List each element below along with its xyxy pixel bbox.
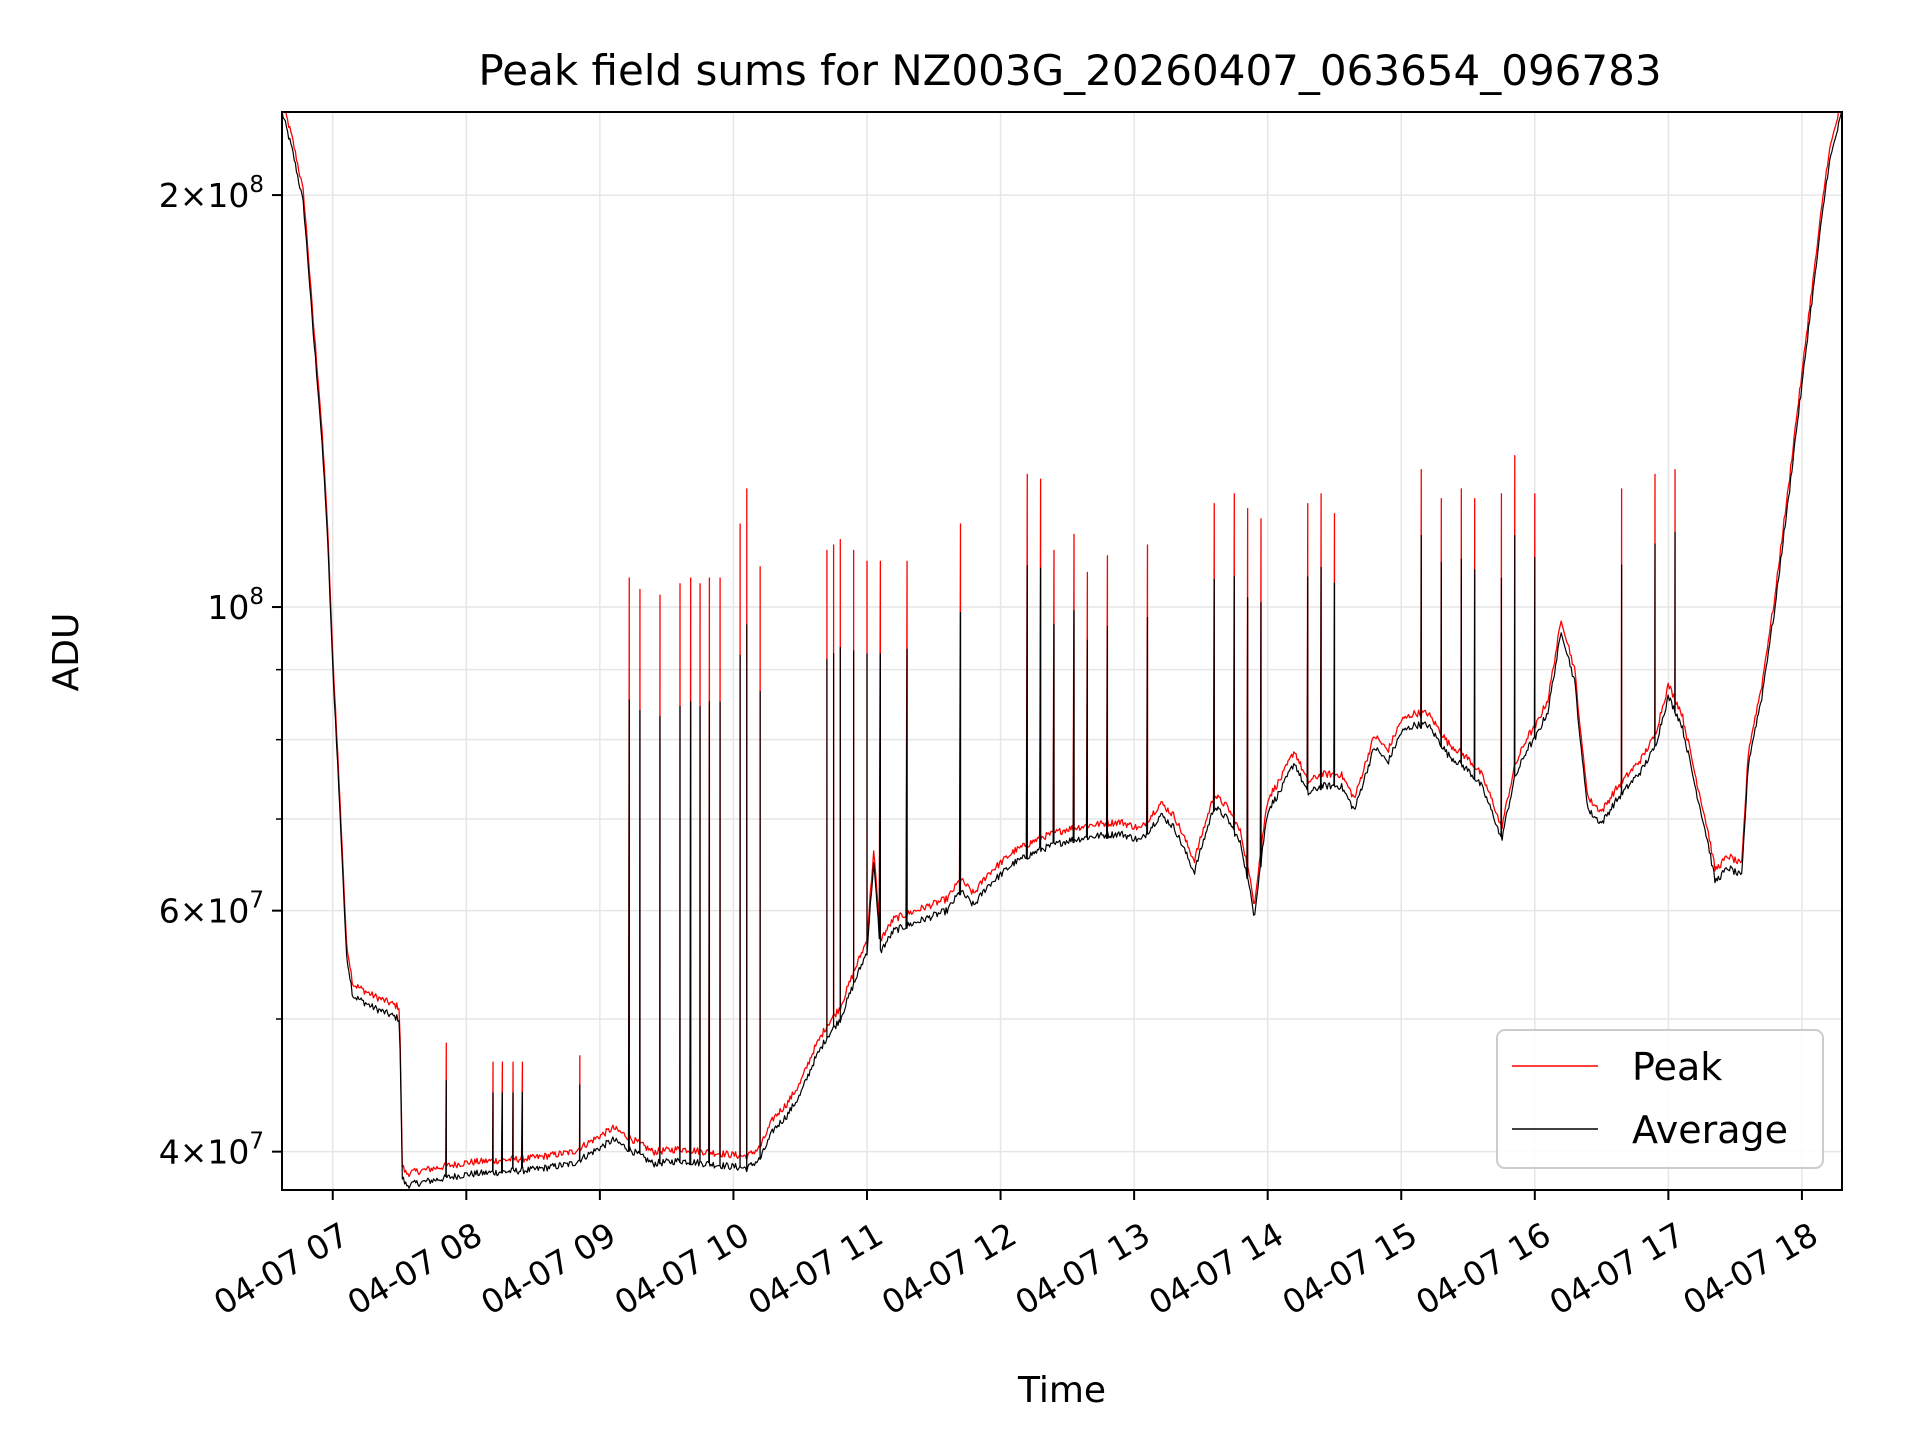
series-average-line — [282, 112, 1842, 1189]
y-tick-label: 2×108 — [159, 172, 264, 215]
y-tick-exponent: 8 — [249, 172, 264, 198]
legend-average-label: Average — [1632, 1108, 1788, 1152]
series-layer — [282, 112, 1842, 1189]
x-tick-label: 04-07 15 — [1276, 1215, 1424, 1323]
y-tick-mantissa: 2×10 — [159, 176, 250, 215]
plot-frame — [281, 111, 1843, 1191]
y-tick-exponent: 7 — [249, 1129, 264, 1155]
y-tick-exponent: 7 — [249, 888, 264, 914]
series-peak-line — [285, 112, 1840, 1178]
grid — [282, 112, 1842, 1190]
x-tick-label: 04-07 07 — [207, 1215, 355, 1323]
x-tick-label: 04-07 12 — [875, 1215, 1023, 1323]
y-tick-mantissa: 4×10 — [159, 1133, 250, 1172]
x-tick-label: 04-07 16 — [1409, 1215, 1557, 1323]
y-tick-exponent: 8 — [249, 584, 264, 610]
y-tick-label: 108 — [207, 584, 264, 627]
x-tick-label: 04-07 18 — [1676, 1215, 1824, 1323]
x-tick-label: 04-07 11 — [741, 1215, 889, 1323]
x-axis-label: Time — [1017, 1370, 1106, 1411]
y-axis-label: ADU — [46, 613, 87, 692]
x-tick-label: 04-07 14 — [1142, 1215, 1290, 1323]
x-tick-label: 04-07 09 — [474, 1215, 622, 1323]
x-tick-label: 04-07 17 — [1543, 1215, 1691, 1323]
x-tick-label: 04-07 13 — [1009, 1215, 1157, 1323]
y-tick-label: 4×107 — [159, 1129, 264, 1172]
y-tick-mantissa: 6×10 — [159, 892, 250, 931]
legend-peak-label: Peak — [1632, 1045, 1722, 1089]
legend: Peak Average — [1496, 1029, 1824, 1169]
y-tick-mantissa: 10 — [207, 588, 249, 627]
legend-box — [1496, 1029, 1824, 1169]
chart-title: Peak field sums for NZ003G_20260407_0636… — [478, 46, 1661, 95]
x-tick-label: 04-07 10 — [608, 1215, 756, 1323]
y-tick-label: 6×107 — [159, 888, 264, 931]
x-tick-label: 04-07 08 — [341, 1215, 489, 1323]
